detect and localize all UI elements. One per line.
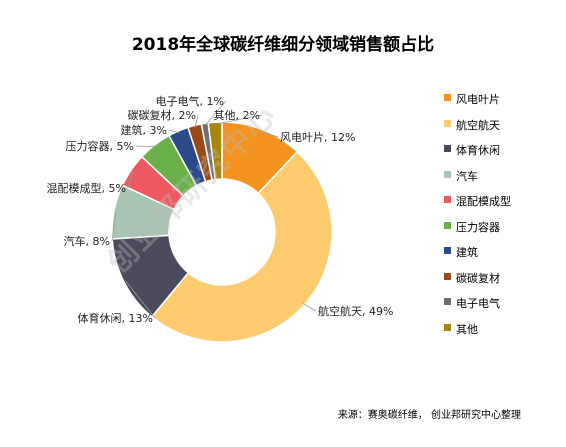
leader-line: [135, 145, 156, 148]
legend-swatch: [444, 196, 451, 203]
legend-item: 体育休闲: [444, 142, 559, 157]
legend-label: 汽车: [456, 169, 478, 183]
leader-line: [168, 129, 180, 134]
legend-label: 其他: [456, 322, 478, 336]
legend-item: 风电叶片: [444, 91, 559, 106]
data-label: 汽车, 8%: [64, 234, 110, 248]
leader-line: [215, 114, 263, 125]
data-label: 碳碳复材, 2%: [128, 108, 196, 122]
data-label: 建筑, 3%: [121, 123, 167, 137]
legend-label: 体育休闲: [456, 144, 500, 157]
legend-label: 建筑: [456, 246, 478, 259]
legend-item: 航空航天: [444, 117, 559, 132]
leader-line: [204, 100, 227, 126]
legend-label: 混配模成型: [456, 195, 511, 208]
legend-item: 碳碳复材: [444, 270, 559, 285]
legend-item: 其他: [444, 321, 559, 336]
legend-swatch: [444, 298, 451, 305]
legend-item: 汽车: [444, 168, 559, 183]
legend-item: 建筑: [444, 244, 559, 259]
legend-swatch: [444, 145, 451, 152]
legend-label: 压力容器: [456, 220, 500, 234]
data-label: 体育休闲, 13%: [78, 311, 153, 325]
legend-swatch: [444, 221, 451, 229]
leader-line: [127, 171, 134, 189]
leader-line: [194, 114, 199, 128]
data-label: 其他, 2%: [214, 109, 260, 122]
legend-item: 压力容器: [444, 219, 559, 234]
data-label: 电子电气, 1%: [156, 94, 224, 108]
legend-swatch: [444, 272, 451, 280]
data-label: 压力容器, 5%: [66, 139, 134, 153]
legend-label: 碳碳复材: [456, 271, 500, 285]
legend-swatch: [444, 247, 451, 254]
chart-title: 2018年全球碳纤维细分领域销售额占比: [131, 35, 435, 55]
legend-label: 电子电气: [456, 297, 500, 310]
data-label: 风电叶片, 12%: [280, 131, 355, 144]
legend-label: 航空航天: [456, 118, 500, 132]
legend-swatch: [444, 170, 451, 178]
source-note: 来源：赛奥碳纤维， 创业邦研究中心整理: [337, 410, 521, 421]
legend-label: 风电叶片: [456, 93, 500, 106]
legend-item: 电子电气: [444, 295, 559, 310]
leader-line: [111, 211, 117, 242]
legend-swatch: [444, 94, 451, 101]
data-label: 航空航天, 49%: [318, 304, 393, 318]
legend-swatch: [444, 323, 451, 331]
legend-swatch: [444, 119, 451, 127]
leader-line: [302, 303, 317, 312]
leader-line: [125, 280, 156, 319]
leader-line: [261, 131, 279, 138]
slice-10: [207, 121, 223, 181]
legend-item: 混配模成型: [444, 193, 559, 208]
slice-2: [150, 150, 333, 343]
data-label: 混配模成型, 5%: [47, 181, 126, 195]
